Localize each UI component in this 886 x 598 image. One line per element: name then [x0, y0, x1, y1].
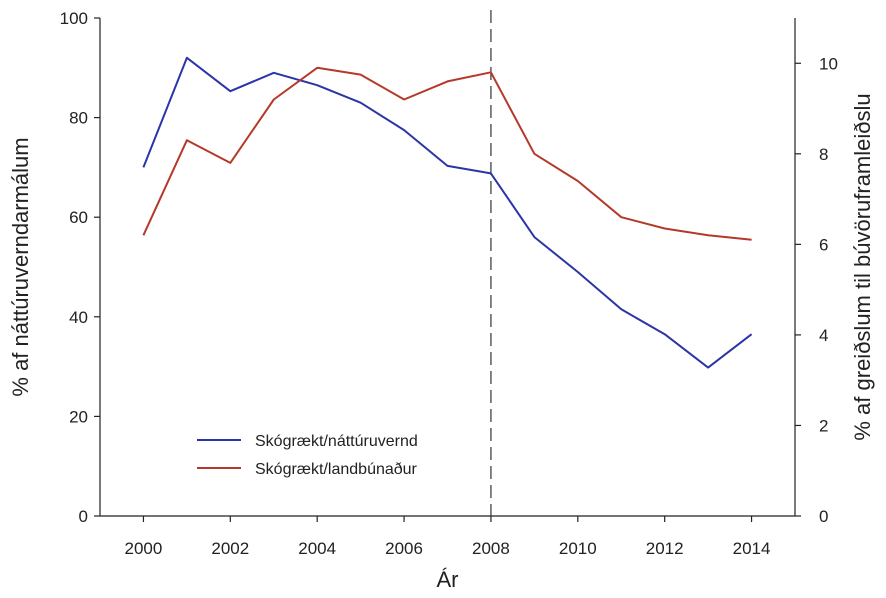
right-y-tick-label: 0: [819, 507, 828, 526]
axes: [99, 18, 796, 517]
left-y-axis-title: % af náttúruverndarmálum: [8, 137, 33, 396]
left-y-tick-label: 80: [69, 109, 88, 128]
left-y-tick-label: 0: [79, 507, 88, 526]
series-lines: [142, 56, 753, 369]
legend: Skógrækt/náttúruvernd Skógrækt/landbúnaðu…: [197, 433, 418, 478]
series-line-1: [142, 56, 753, 369]
right-y-tick-label: 6: [819, 235, 828, 254]
right-y-tick-label: 4: [819, 326, 828, 345]
left-y-tick-label: 100: [60, 9, 88, 28]
legend-label-1: Skógrækt/náttúruvernd: [255, 433, 418, 450]
x-tick-label: 2004: [298, 539, 336, 558]
x-tick-label: 2000: [125, 539, 163, 558]
right-y-axis-title: % af greiðslum til búvöruframleiðslu: [850, 93, 875, 440]
x-tick-label: 2008: [472, 539, 510, 558]
x-tick-label: 2006: [385, 539, 423, 558]
x-tick-label: 2012: [646, 539, 684, 558]
x-tick-label: 2002: [211, 539, 249, 558]
x-tick-label: 2014: [733, 539, 771, 558]
x-axis-title: Ár: [437, 567, 459, 592]
left-y-tick-label: 20: [69, 407, 88, 426]
legend-label-2: Skógrækt/landbúnaður: [255, 461, 418, 478]
left-y-tick-label: 60: [69, 208, 88, 227]
x-tick-label: 2010: [559, 539, 597, 558]
right-y-tick-label: 2: [819, 416, 828, 435]
series-line-2: [142, 66, 752, 241]
right-y-tick-label: 10: [819, 54, 838, 73]
tick-marks: 0 20 40 60 80 100 0 2 4 6 8 10 2000 2002 2004 2006 2008 2…: [60, 9, 838, 558]
right-y-tick-label: 8: [819, 145, 828, 164]
left-y-tick-label: 40: [69, 308, 88, 327]
